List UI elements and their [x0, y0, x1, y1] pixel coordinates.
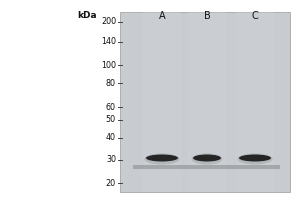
Bar — [236, 12, 274, 192]
Ellipse shape — [146, 154, 178, 162]
Ellipse shape — [144, 153, 180, 165]
Text: 140: 140 — [101, 38, 116, 46]
Text: 40: 40 — [106, 134, 116, 142]
Bar — [188, 12, 226, 192]
Text: B: B — [204, 11, 210, 21]
Text: 60: 60 — [106, 102, 116, 112]
Bar — [120, 12, 290, 192]
Text: 200: 200 — [101, 18, 116, 26]
Bar — [143, 12, 181, 192]
Text: 100: 100 — [101, 60, 116, 70]
Text: kDa: kDa — [77, 11, 97, 20]
Ellipse shape — [192, 153, 222, 165]
Bar — [133, 165, 280, 169]
Ellipse shape — [237, 153, 273, 165]
Text: 50: 50 — [106, 116, 116, 124]
Text: 20: 20 — [106, 178, 116, 188]
Text: A: A — [159, 11, 165, 21]
Ellipse shape — [193, 154, 221, 162]
Text: 80: 80 — [106, 78, 116, 88]
Text: 30: 30 — [106, 156, 116, 164]
Ellipse shape — [239, 154, 271, 162]
Text: C: C — [252, 11, 258, 21]
